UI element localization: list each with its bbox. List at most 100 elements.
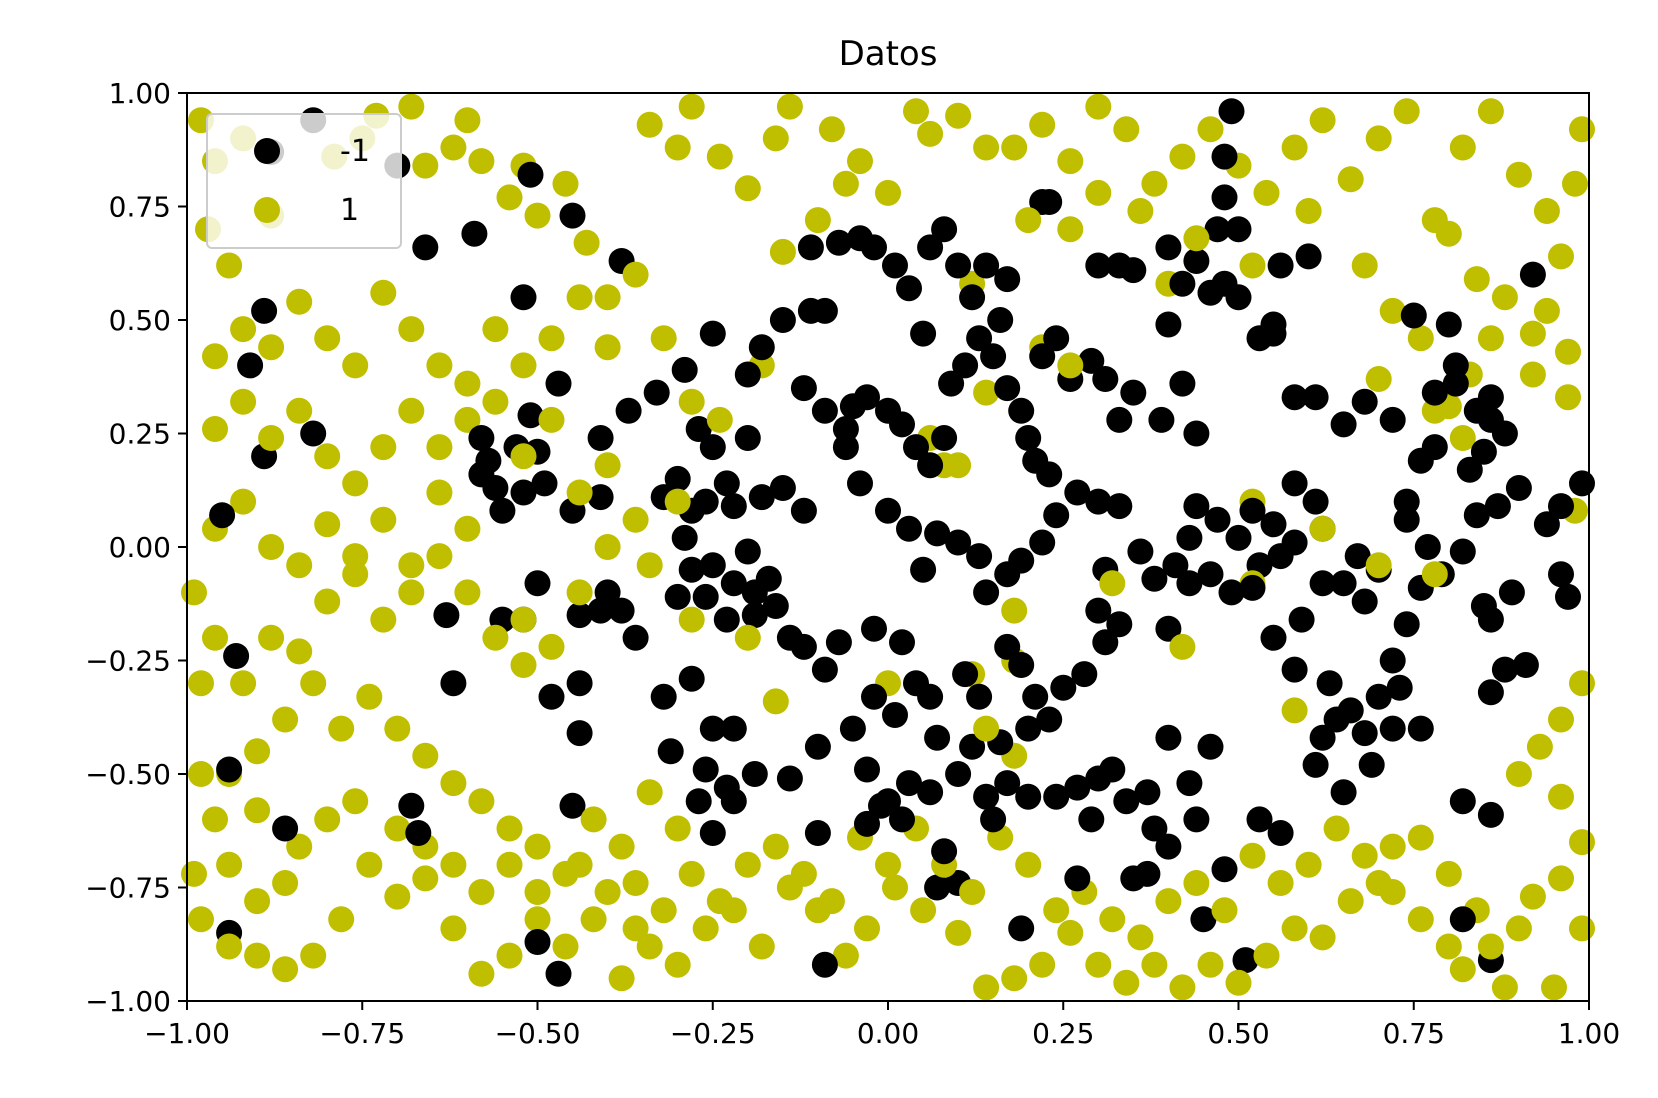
- data-point-series-1-13: [468, 148, 495, 175]
- data-point-series-0-251: [1183, 493, 1210, 520]
- data-point-series-1-139: [412, 742, 439, 769]
- data-point-series-1-285: [664, 488, 691, 515]
- data-point-series-1-143: [524, 833, 551, 860]
- data-point-series-1-85: [1379, 833, 1406, 860]
- data-point-series-1-188: [342, 470, 369, 497]
- data-point-series-0-47: [685, 416, 712, 442]
- data-point-series-0-37: [216, 756, 243, 783]
- data-point-series-0-194: [1393, 506, 1420, 533]
- data-point-series-1-14: [496, 184, 523, 211]
- data-point-series-0-55: [790, 497, 817, 524]
- data-point-series-0-65: [847, 470, 873, 497]
- data-point-series-1-12: [454, 107, 481, 134]
- data-point-series-0-228: [1169, 370, 1196, 397]
- data-point-series-0-92: [1260, 311, 1287, 338]
- data-point-series-0-73: [910, 320, 937, 347]
- data-point-series-0-136: [776, 765, 803, 792]
- data-point-series-1-208: [622, 870, 649, 896]
- data-point-series-0-248: [1239, 497, 1266, 524]
- data-point-series-1-274: [1001, 597, 1028, 624]
- data-point-series-0-319: [720, 570, 747, 597]
- data-point-series-1-255: [1379, 297, 1406, 324]
- data-point-series-1-4: [216, 252, 243, 279]
- data-point-series-1-301: [216, 851, 243, 878]
- data-point-series-1-56: [1569, 116, 1595, 143]
- data-point-series-1-44: [1253, 179, 1280, 206]
- chart-title: Datos: [839, 34, 938, 74]
- data-point-series-1-249: [1127, 198, 1154, 224]
- data-point-series-0-314: [945, 761, 972, 787]
- data-point-series-1-152: [230, 670, 257, 697]
- data-point-series-1-302: [244, 888, 271, 915]
- data-point-series-1-38: [1085, 93, 1112, 120]
- data-point-series-1-154: [286, 638, 313, 665]
- data-point-series-1-246: [1015, 207, 1042, 234]
- data-point-series-0-299: [945, 529, 972, 556]
- data-point-series-0-112: [741, 602, 768, 629]
- data-point-series-1-66: [1449, 425, 1476, 451]
- data-point-series-0-185: [1407, 715, 1434, 742]
- legend-label-neg1: -1: [340, 134, 370, 169]
- data-point-series-0-282: [931, 425, 958, 451]
- data-point-series-1-176: [426, 352, 453, 379]
- data-point-series-1-206: [426, 479, 453, 506]
- data-point-series-1-151: [181, 579, 207, 606]
- data-point-series-1-191: [426, 434, 453, 461]
- data-point-series-1-189: [370, 434, 397, 461]
- data-point-series-0-14: [615, 397, 642, 424]
- data-point-series-1-181: [566, 284, 593, 311]
- data-point-series-0-269: [1281, 656, 1308, 683]
- data-point-series-1-34: [973, 134, 1000, 161]
- x-tick-label-3: −0.25: [670, 1017, 756, 1050]
- data-point-series-0-215: [1512, 652, 1539, 678]
- data-point-series-0-87: [1204, 216, 1231, 243]
- data-point-series-0-22: [531, 470, 558, 497]
- data-point-series-1-262: [973, 379, 1000, 406]
- data-point-series-0-63: [811, 397, 838, 424]
- data-point-series-0-35: [566, 670, 593, 697]
- data-point-series-0-208: [1470, 593, 1497, 619]
- data-point-series-0-20: [489, 497, 516, 524]
- data-point-series-1-169: [230, 316, 257, 343]
- data-point-series-0-202: [1456, 456, 1483, 483]
- data-point-series-0-166: [1211, 856, 1238, 883]
- data-point-series-1-93: [1169, 974, 1196, 1001]
- data-point-series-0-205: [1484, 493, 1511, 520]
- data-point-series-0-159: [1141, 815, 1168, 842]
- data-point-series-0-127: [917, 779, 944, 806]
- data-point-series-0-224: [1092, 366, 1119, 392]
- data-point-series-1-41: [1169, 143, 1196, 170]
- data-point-series-1-128: [188, 906, 214, 933]
- data-point-series-1-280: [762, 688, 789, 715]
- data-point-series-0-226: [1120, 379, 1147, 406]
- data-point-series-1-165: [594, 534, 621, 560]
- legend: -1 1: [206, 113, 402, 249]
- data-point-series-0-155: [1078, 806, 1105, 833]
- data-point-series-1-171: [286, 288, 313, 315]
- data-point-series-0-79: [994, 266, 1021, 293]
- data-point-series-0-225: [1106, 406, 1133, 433]
- data-point-series-1-124: [300, 942, 327, 969]
- data-point-series-0-150: [994, 770, 1021, 797]
- data-point-series-1-257: [1365, 366, 1392, 392]
- data-point-series-0-275: [1344, 543, 1371, 570]
- data-point-series-1-67: [1555, 384, 1581, 411]
- data-point-series-1-83: [1435, 860, 1462, 887]
- data-point-series-0-168: [1267, 820, 1294, 846]
- data-point-series-0-288: [994, 375, 1021, 402]
- data-point-series-0-188: [1316, 670, 1343, 697]
- data-point-series-0-129: [678, 665, 705, 692]
- data-point-series-1-117: [496, 942, 523, 969]
- data-point-series-0-163: [1197, 733, 1224, 760]
- data-point-series-0-305: [1008, 652, 1035, 678]
- points-layer: [181, 93, 1595, 1001]
- data-point-series-0-309: [1071, 661, 1098, 688]
- data-point-series-0-58: [748, 334, 775, 361]
- data-point-series-0-262: [1155, 615, 1182, 642]
- data-point-series-0-281: [917, 452, 944, 479]
- data-point-series-0-283: [938, 370, 965, 397]
- data-point-series-0-109: [664, 583, 691, 610]
- data-point-series-1-286: [706, 406, 733, 433]
- data-point-series-1-111: [664, 951, 691, 978]
- data-point-series-1-47: [1337, 166, 1364, 193]
